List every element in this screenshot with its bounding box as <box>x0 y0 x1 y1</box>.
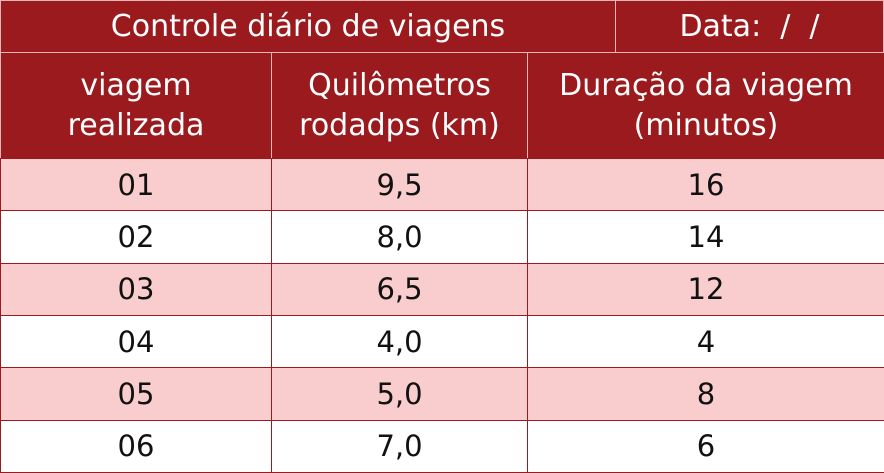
table-cell: 6,5 <box>271 262 528 316</box>
cell-text: 02 <box>117 219 155 254</box>
date-cell: Data: / / <box>615 0 884 53</box>
cell-text: 01 <box>117 167 155 202</box>
table-cell: 06 <box>0 419 272 473</box>
table-cell: 04 <box>0 315 272 369</box>
table-cell: 8,0 <box>271 210 528 264</box>
column-header: Duração da viagem (minutos) <box>527 52 884 159</box>
table-cell: 7,0 <box>271 419 528 473</box>
cell-text: 6 <box>696 429 716 464</box>
table-cell: 01 <box>0 158 272 212</box>
table-cell: 16 <box>527 158 884 212</box>
cell-text: 03 <box>117 272 155 307</box>
table-cell: 05 <box>0 367 272 421</box>
cell-text: 06 <box>117 429 155 464</box>
header-line: Duração da viagem <box>559 67 853 103</box>
header-line: (minutos) <box>633 107 779 143</box>
table-cell: 03 <box>0 262 272 316</box>
cell-text: 16 <box>687 167 725 202</box>
cell-text: 4 <box>696 324 716 359</box>
header-line: viagem <box>80 67 192 103</box>
table-cell: 4,0 <box>271 315 528 369</box>
table-cell: 6 <box>527 419 884 473</box>
column-header: Quilômetros rodadps (km) <box>271 52 528 159</box>
cell-text: 7,0 <box>376 429 423 464</box>
cell-text: 6,5 <box>376 272 423 307</box>
header-line: Quilômetros <box>308 67 491 103</box>
table-cell: 9,5 <box>271 158 528 212</box>
table-cell: 14 <box>527 210 884 264</box>
cell-text: 12 <box>687 272 725 307</box>
table-cell: 4 <box>527 315 884 369</box>
title: Controle diário de viagens <box>110 8 506 44</box>
cell-text: 8 <box>696 376 716 411</box>
header-line: realizada <box>67 107 205 143</box>
cell-text: 04 <box>117 324 155 359</box>
column-header: viagem realizada <box>0 52 272 159</box>
cell-text: 8,0 <box>376 219 423 254</box>
date: Data: / / <box>679 8 820 44</box>
cell-text: 05 <box>117 376 155 411</box>
cell-text: 4,0 <box>376 324 423 359</box>
table-cell: 8 <box>527 367 884 421</box>
cell-text: 14 <box>687 219 725 254</box>
table-cell: 5,0 <box>271 367 528 421</box>
table-cell: 02 <box>0 210 272 264</box>
cell-text: 5,0 <box>376 376 423 411</box>
cell-text: 9,5 <box>376 167 423 202</box>
header-line: rodadps (km) <box>299 107 500 143</box>
table-cell: 12 <box>527 262 884 316</box>
title-cell: Controle diário de viagens <box>0 0 616 53</box>
